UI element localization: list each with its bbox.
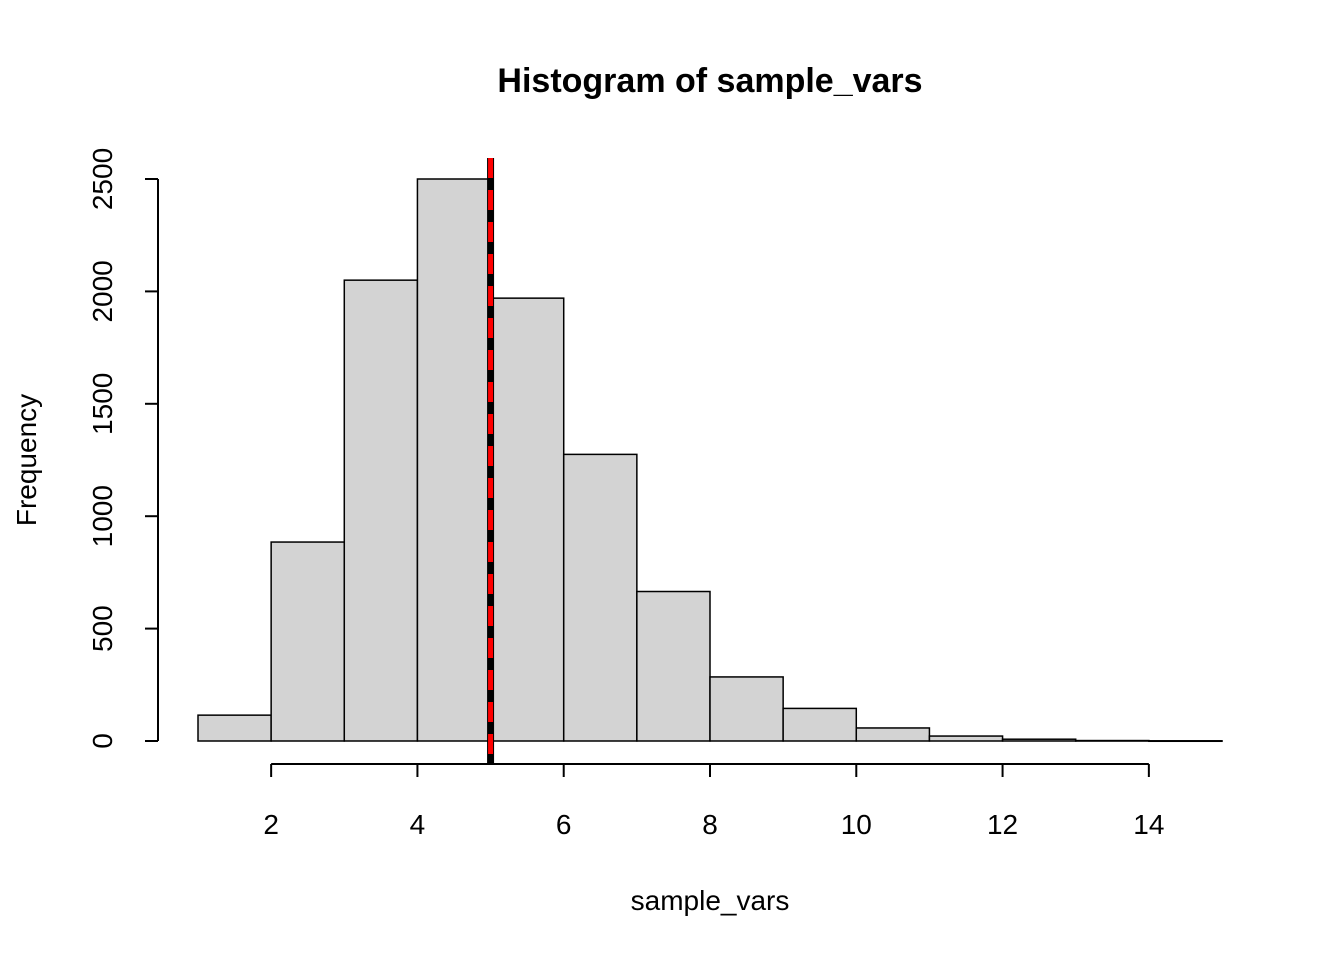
y-tick-label: 1500 [87, 373, 118, 435]
x-tick-label: 12 [987, 809, 1018, 840]
histogram-bar [416, 178, 492, 742]
y-tick-label: 0 [87, 733, 118, 749]
y-tick-label: 500 [87, 605, 118, 652]
chart-title: Histogram of sample_vars [497, 62, 922, 100]
histogram-bar [562, 453, 638, 742]
histogram-bar [636, 590, 711, 742]
y-tick-label: 2500 [87, 148, 118, 210]
histogram-bar [855, 727, 931, 742]
x-axis-label: sample_vars [631, 885, 790, 916]
x-axis: 2 4 6 8 10 12 14 [263, 763, 1164, 840]
x-tick-label: 2 [263, 809, 279, 840]
histogram-bar [270, 541, 346, 742]
histogram-bar [197, 714, 272, 742]
histogram-bar [709, 676, 784, 742]
y-axis-label: Frequency [11, 394, 42, 526]
x-tick-label: 8 [702, 809, 718, 840]
x-tick-label: 14 [1133, 809, 1164, 840]
histogram-bar [489, 297, 565, 742]
y-axis: 0 500 1000 1500 2000 2500 [87, 148, 159, 749]
histogram-bars [197, 178, 1223, 743]
histogram-bar [1074, 739, 1150, 742]
histogram-bar [782, 707, 858, 742]
histogram-bar [928, 735, 1004, 742]
y-tick-label: 1000 [87, 485, 118, 547]
y-tick-label: 2000 [87, 260, 118, 322]
histogram-bar [1148, 740, 1223, 743]
histogram-bar [343, 279, 419, 742]
x-tick-label: 10 [841, 809, 872, 840]
x-tick-label: 4 [410, 809, 426, 840]
x-tick-label: 6 [556, 809, 572, 840]
histogram-bar [1001, 738, 1077, 742]
